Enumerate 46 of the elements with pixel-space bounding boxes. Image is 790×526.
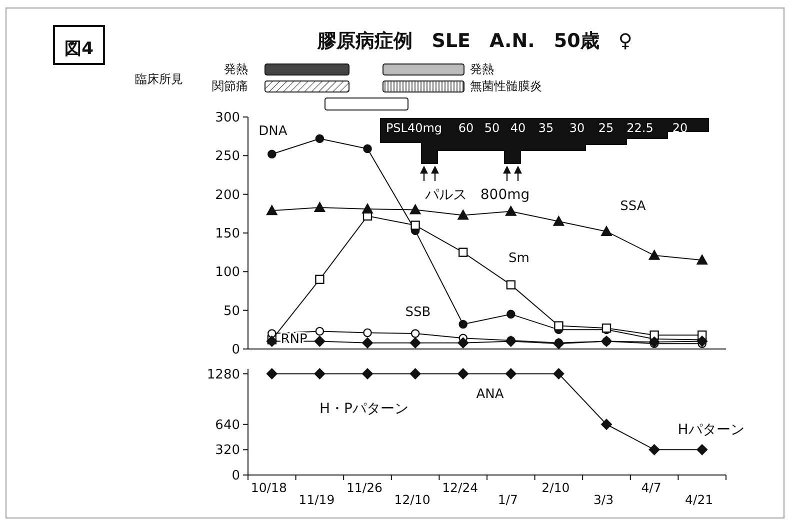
x-tick-label: 10/18 [250,480,287,495]
x-tick-label: 12/10 [394,492,430,507]
x-tick-label: 1/7 [498,492,518,507]
annotation: 22.5 [626,121,654,135]
y-tick-label: 1280 [206,367,240,382]
y-tick-label: 0 [232,468,240,484]
y-tick-label: 300 [215,110,240,126]
annotation: 800mg [480,187,530,203]
x-tick-label: 4/21 [685,492,714,507]
x-tick-label: 11/26 [346,480,383,495]
annotation: 20 [672,121,688,135]
caption: 図4 [64,39,94,59]
chart-title: 膠原病症例 SLE A.N. 50歳 ♀ [316,30,632,52]
y-tick-label: 0 [232,342,240,358]
y-tick-label: 320 [215,443,240,458]
annotation: 60 [458,121,474,135]
x-tick-label: 12/24 [442,480,478,495]
x-tick-label: 4/7 [641,480,662,495]
annotation: パルス [424,187,467,203]
text: 関節痛 [212,79,248,93]
text: 発熱 [470,62,494,76]
y-tick-label: 250 [215,149,240,164]
series-label: DNA [258,124,288,139]
x-tick-label: 2/10 [542,480,570,495]
y-tick-label: 100 [215,265,240,280]
y-tick-label: 50 [223,304,240,319]
y-tick-label: 640 [215,418,240,433]
annotation: Hパターン [678,422,744,438]
annotation: 30 [569,121,585,135]
text: 臨床所見 [135,72,183,86]
x-tick-label: 11/19 [298,492,335,507]
series-label: Sm [508,251,530,266]
series-label: SSB [405,305,431,320]
x-tick-label: 3/3 [593,492,614,507]
annotation: 50 [484,121,500,135]
annotation: 35 [538,121,554,135]
text: 無菌性髄膜炎 [470,79,542,93]
annotation: 40 [510,121,526,135]
annotation: 25 [598,121,614,135]
y-tick-label: 200 [215,188,240,203]
annotation: PSL40mg [386,121,442,135]
series-label: ANA [476,387,504,402]
series-label: SSA [620,199,646,214]
y-tick-label: 150 [215,226,240,242]
text: 発熱 [224,62,248,76]
annotation: H・Pパターン [320,401,408,417]
